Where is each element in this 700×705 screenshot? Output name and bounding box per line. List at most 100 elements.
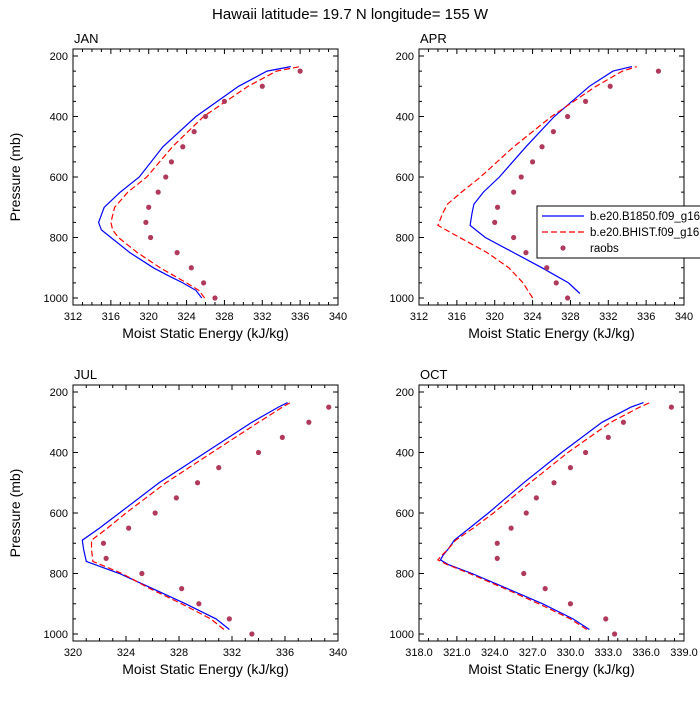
y-tick-label: 400 [396, 448, 414, 460]
y-tick-label: 200 [50, 387, 68, 399]
raobs-point [668, 404, 674, 410]
y-tick-label: 200 [396, 387, 414, 399]
y-axis-label: Pressure (mb) [7, 469, 23, 558]
x-tick-label: 332 [223, 647, 241, 659]
x-tick-label: 333.0 [595, 647, 623, 659]
raobs-point [492, 219, 498, 225]
panel-jul: JUL 320 324 328 332 336 340 200 400 600 800 1000 Moi… [7, 367, 347, 677]
raobs-point [553, 280, 559, 286]
raobs-point [518, 174, 524, 180]
legend-label: raobs [590, 243, 619, 255]
raobs-point [249, 631, 255, 637]
x-tick-label: 324 [177, 311, 195, 323]
series-line-bhist [437, 66, 637, 299]
figure-title: Hawaii latitude= 19.7 N longitude= 155 W [212, 6, 489, 23]
raobs-point [605, 434, 611, 440]
raobs-point [173, 495, 179, 501]
x-tick-label: 316 [102, 311, 120, 323]
raobs-point [148, 234, 154, 241]
panels: JAN 312 316 320 324 328 332 336 340 200 400 600 800 1… [7, 31, 698, 677]
y-tick-label: 400 [50, 448, 68, 460]
panel-oct: OCT 318.0 321.0 324.0 327.0 330.0 333.0 336.0 33… [390, 367, 698, 677]
y-axis-label: Pressure (mb) [7, 133, 23, 222]
raobs-point [494, 555, 500, 561]
raobs-point [152, 510, 158, 516]
x-tick-label: 332 [253, 311, 271, 323]
y-tick-label: 200 [50, 51, 68, 63]
series-line-bhist [90, 402, 291, 630]
raobs-point [196, 601, 202, 607]
x-tick-label: 340 [329, 311, 347, 323]
x-tick-label: 340 [329, 647, 347, 659]
series-line-bhist [110, 66, 301, 299]
legend-label: b.e20.BHIST.f09_g16 [590, 227, 699, 239]
raobs-point [103, 555, 109, 561]
x-tick-label: 324 [117, 647, 135, 659]
raobs-point [603, 616, 609, 622]
raobs-point [521, 570, 527, 577]
y-tick-label: 600 [50, 508, 68, 520]
y-tick-label: 1000 [390, 293, 414, 305]
raobs-point [168, 159, 175, 165]
raobs-point [297, 68, 303, 74]
y-tick-label: 200 [396, 51, 414, 63]
panel-apr: APR 312 316 320 324 328 332 336 340 200 400 600 800 1… [390, 31, 694, 341]
x-tick-label: 324 [523, 311, 541, 323]
x-tick-label: 336 [637, 311, 655, 323]
raobs-point [306, 419, 312, 425]
x-tick-label: 336.0 [632, 647, 660, 659]
y-tick-label: 800 [50, 569, 68, 581]
plot-frame [72, 48, 339, 306]
raobs-point [221, 98, 228, 104]
raobs-point [126, 525, 132, 531]
x-axis-label: Moist Static Energy (kJ/kg) [122, 661, 289, 677]
y-tick-label: 600 [50, 172, 68, 184]
raobs-point [655, 68, 662, 74]
raobs-point [564, 113, 571, 120]
y-tick-label: 800 [50, 233, 68, 245]
legend-label: b.e20.B1850.f09_g16 [590, 211, 700, 223]
raobs-point [511, 189, 517, 195]
plot-frame [418, 384, 685, 642]
panel-jan: JAN 312 316 320 324 328 332 336 340 200 400 600 800 1… [7, 31, 347, 341]
x-tick-label: 339.0 [670, 647, 698, 659]
raobs-point [582, 449, 589, 456]
y-tick-label: 1000 [44, 629, 68, 641]
x-tick-label: 312 [410, 311, 428, 323]
x-axis-label: Moist Static Energy (kJ/kg) [468, 661, 635, 677]
raobs-point [564, 295, 571, 301]
raobs-point [194, 480, 201, 486]
x-tick-label: 318.0 [405, 647, 433, 659]
raobs-point [259, 83, 265, 89]
raobs-point [143, 219, 149, 225]
raobs-point [188, 265, 194, 271]
raobs-point [523, 250, 529, 256]
legend: b.e20.B1850.f09_g16 b.e20.BHIST.f09_g16ra… [536, 205, 700, 259]
raobs-point [533, 495, 539, 501]
x-axis-label: Moist Static Energy (kJ/kg) [468, 325, 635, 341]
raobs-point [191, 129, 197, 135]
x-tick-label: 340 [675, 311, 693, 323]
y-tick-label: 600 [396, 508, 414, 520]
x-tick-label: 327.0 [519, 647, 547, 659]
raobs-point [279, 434, 285, 440]
x-tick-label: 328 [170, 647, 188, 659]
series-line-b1850 [81, 402, 288, 630]
x-tick-label: 321.0 [443, 647, 471, 659]
x-tick-label: 336 [291, 311, 309, 323]
y-tick-label: 400 [50, 112, 68, 124]
raobs-point [326, 404, 332, 410]
raobs-point [494, 204, 501, 210]
raobs-point [163, 174, 169, 180]
raobs-point [494, 540, 500, 546]
x-tick-label: 316 [448, 311, 466, 323]
raobs-point [529, 159, 536, 165]
series-line-b1850 [97, 66, 291, 299]
x-axis-label: Moist Static Energy (kJ/kg) [122, 325, 289, 341]
y-tick-label: 800 [396, 233, 414, 245]
raobs-point [542, 586, 548, 592]
plot-frame [418, 48, 685, 306]
raobs-point [226, 616, 232, 622]
raobs-point [100, 540, 107, 546]
